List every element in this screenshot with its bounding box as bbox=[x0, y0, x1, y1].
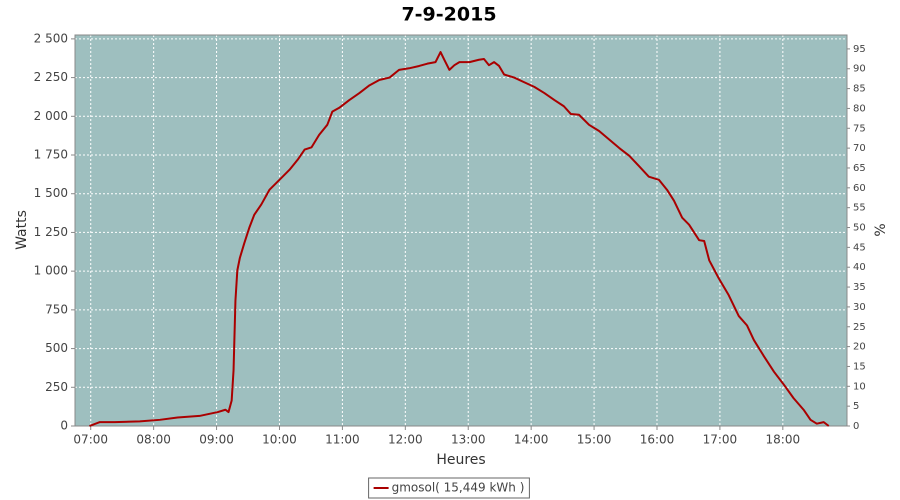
y2-tick-label: 70 bbox=[853, 143, 866, 154]
legend: gmosol( 15,449 kWh ) bbox=[368, 477, 530, 499]
y-tick-label: 250 bbox=[45, 380, 68, 394]
y2-tick-label: 5 bbox=[853, 401, 859, 412]
plot-area bbox=[75, 35, 847, 426]
y2-tick-label: 40 bbox=[853, 262, 866, 273]
y2-tick-label: 55 bbox=[853, 203, 866, 214]
y2-tick-label: 30 bbox=[853, 302, 866, 313]
y-tick-label: 2 500 bbox=[34, 31, 68, 45]
y2-tick-label: 0 bbox=[853, 421, 859, 432]
chart-title: 7-9-2015 bbox=[401, 4, 496, 26]
series-line bbox=[89, 51, 830, 427]
x-tick-label: 14:00 bbox=[514, 433, 549, 447]
x-axis-title: Heures bbox=[436, 452, 485, 468]
y2-tick-label: 75 bbox=[853, 123, 866, 134]
x-tick-label: 13:00 bbox=[451, 433, 486, 447]
y2-tick-label: 60 bbox=[853, 183, 866, 194]
x-tick-label: 12:00 bbox=[388, 433, 423, 447]
legend-label: gmosol( 15,449 kWh ) bbox=[392, 481, 525, 495]
y2-tick-label: 95 bbox=[853, 44, 866, 55]
x-tick-label: 18:00 bbox=[766, 433, 801, 447]
y2-tick-label: 90 bbox=[853, 64, 866, 75]
y2-tick-label: 85 bbox=[853, 84, 866, 95]
y2-tick-label: 15 bbox=[853, 361, 866, 372]
y-tick-label: 1 500 bbox=[34, 186, 68, 200]
y2-axis-title: % bbox=[873, 223, 889, 236]
y-tick-label: 2 250 bbox=[34, 70, 68, 84]
y-axis-title: Watts bbox=[14, 210, 30, 250]
x-tick-label: 10:00 bbox=[262, 433, 297, 447]
y-tick-label: 1 000 bbox=[34, 264, 68, 278]
y-tick-label: 0 bbox=[60, 419, 68, 433]
y2-tick-label: 25 bbox=[853, 322, 866, 333]
y2-tick-label: 80 bbox=[853, 103, 866, 114]
y-tick-label: 1 750 bbox=[34, 148, 68, 162]
x-tick-label: 09:00 bbox=[199, 433, 234, 447]
y-tick-label: 1 250 bbox=[34, 225, 68, 239]
y2-tick-label: 45 bbox=[853, 242, 866, 253]
y2-tick-label: 65 bbox=[853, 163, 866, 174]
x-tick-label: 15:00 bbox=[577, 433, 612, 447]
y2-tick-label: 35 bbox=[853, 282, 866, 293]
x-tick-label: 16:00 bbox=[640, 433, 675, 447]
x-tick-label: 07:00 bbox=[73, 433, 108, 447]
x-tick-label: 11:00 bbox=[325, 433, 360, 447]
y-tick-label: 500 bbox=[45, 341, 68, 355]
legend-box bbox=[368, 477, 530, 499]
plot-border bbox=[74, 34, 848, 427]
y-tick-label: 2 000 bbox=[34, 109, 68, 123]
x-tick-label: 17:00 bbox=[703, 433, 738, 447]
x-tick-label: 08:00 bbox=[136, 433, 171, 447]
y-tick-label: 750 bbox=[45, 302, 68, 316]
y2-tick-label: 50 bbox=[853, 223, 866, 234]
y2-tick-label: 20 bbox=[853, 342, 866, 353]
y2-tick-label: 10 bbox=[853, 381, 866, 392]
